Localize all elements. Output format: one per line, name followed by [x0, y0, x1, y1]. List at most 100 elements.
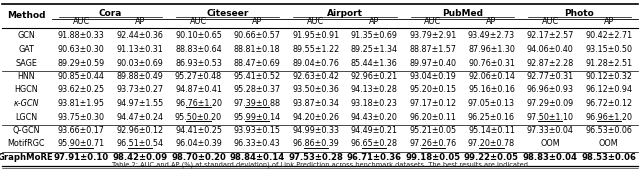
Text: AP: AP — [486, 18, 497, 27]
Text: AUC: AUC — [541, 18, 559, 27]
Text: 90.10±0.65: 90.10±0.65 — [175, 32, 222, 41]
Text: 92.96±0.21: 92.96±0.21 — [351, 72, 398, 81]
Text: 94.87±0.41: 94.87±0.41 — [175, 85, 222, 95]
Text: κ-GCN: κ-GCN — [13, 99, 39, 108]
Text: 94.97±1.55: 94.97±1.55 — [116, 99, 164, 108]
Text: 93.62±0.25: 93.62±0.25 — [58, 85, 105, 95]
Text: 92.87±2.28: 92.87±2.28 — [527, 59, 573, 67]
Text: 90.63±0.30: 90.63±0.30 — [58, 45, 105, 54]
Text: Airport: Airport — [327, 8, 363, 18]
Text: HGCN: HGCN — [14, 85, 38, 95]
Text: 90.85±0.44: 90.85±0.44 — [58, 72, 105, 81]
Text: OOM: OOM — [540, 139, 560, 149]
Text: HNN: HNN — [17, 72, 35, 81]
Text: 92.17±2.57: 92.17±2.57 — [527, 32, 574, 41]
Text: 96.51±0.54: 96.51±0.54 — [116, 139, 163, 149]
Text: AP: AP — [369, 18, 380, 27]
Text: 97.29±0.09: 97.29±0.09 — [527, 99, 573, 108]
Text: 97.91±0.10: 97.91±0.10 — [54, 153, 109, 162]
Text: 86.93±0.53: 86.93±0.53 — [175, 59, 222, 67]
Text: 92.44±0.36: 92.44±0.36 — [116, 32, 163, 41]
Text: 96.96±1.20: 96.96±1.20 — [585, 113, 632, 121]
Text: 96.53±0.06: 96.53±0.06 — [585, 126, 632, 135]
Text: Cora: Cora — [99, 8, 122, 18]
Text: 90.03±0.69: 90.03±0.69 — [116, 59, 163, 67]
Text: Citeseer: Citeseer — [207, 8, 249, 18]
Text: PubMed: PubMed — [442, 8, 483, 18]
Text: Method: Method — [7, 10, 45, 19]
Text: 98.42±0.09: 98.42±0.09 — [113, 153, 168, 162]
Text: 92.06±0.14: 92.06±0.14 — [468, 72, 515, 81]
Text: 91.35±0.69: 91.35±0.69 — [351, 32, 398, 41]
Text: 96.04±0.39: 96.04±0.39 — [175, 139, 222, 149]
Text: 91.28±2.51: 91.28±2.51 — [585, 59, 632, 67]
Text: AUC: AUC — [307, 18, 324, 27]
Text: GAT: GAT — [18, 45, 34, 54]
Text: 93.73±0.27: 93.73±0.27 — [116, 85, 163, 95]
Text: 94.41±0.25: 94.41±0.25 — [175, 126, 222, 135]
Text: 95.50±0.20: 95.50±0.20 — [175, 113, 222, 121]
Text: 95.16±0.16: 95.16±0.16 — [468, 85, 515, 95]
Text: 98.53±0.06: 98.53±0.06 — [581, 153, 636, 162]
Text: 96.33±0.43: 96.33±0.43 — [234, 139, 280, 149]
Text: 92.63±0.42: 92.63±0.42 — [292, 72, 339, 81]
Text: 96.86±0.39: 96.86±0.39 — [292, 139, 339, 149]
Text: 89.97±0.40: 89.97±0.40 — [410, 59, 456, 67]
Text: 88.87±1.57: 88.87±1.57 — [410, 45, 456, 54]
Text: 90.12±0.32: 90.12±0.32 — [585, 72, 632, 81]
Text: 99.18±0.05: 99.18±0.05 — [405, 153, 460, 162]
Text: 95.21±0.05: 95.21±0.05 — [410, 126, 456, 135]
Text: 97.53±0.28: 97.53±0.28 — [288, 153, 343, 162]
Text: 88.81±0.18: 88.81±0.18 — [234, 45, 280, 54]
Text: 94.06±0.40: 94.06±0.40 — [527, 45, 573, 54]
Text: 85.44±1.36: 85.44±1.36 — [351, 59, 397, 67]
Text: 96.76±1.20: 96.76±1.20 — [175, 99, 222, 108]
Text: 88.83±0.64: 88.83±0.64 — [175, 45, 222, 54]
Text: 95.41±0.52: 95.41±0.52 — [234, 72, 281, 81]
Text: 95.27±0.48: 95.27±0.48 — [175, 72, 222, 81]
Text: 88.47±0.69: 88.47±0.69 — [234, 59, 280, 67]
Text: 95.14±0.11: 95.14±0.11 — [468, 126, 515, 135]
Text: SAGE: SAGE — [15, 59, 37, 67]
Text: 97.26±0.76: 97.26±0.76 — [410, 139, 456, 149]
Text: 96.72±0.12: 96.72±0.12 — [585, 99, 632, 108]
Text: 89.55±1.22: 89.55±1.22 — [292, 45, 339, 54]
Text: 93.18±0.23: 93.18±0.23 — [351, 99, 397, 108]
Text: 91.95±0.91: 91.95±0.91 — [292, 32, 339, 41]
Text: 97.17±0.12: 97.17±0.12 — [410, 99, 456, 108]
Text: 89.29±0.59: 89.29±0.59 — [58, 59, 105, 67]
Text: AP: AP — [135, 18, 145, 27]
Text: 95.20±0.15: 95.20±0.15 — [410, 85, 456, 95]
Text: 97.33±0.04: 97.33±0.04 — [527, 126, 573, 135]
Text: 94.99±0.33: 94.99±0.33 — [292, 126, 339, 135]
Text: 96.12±0.94: 96.12±0.94 — [585, 85, 632, 95]
Text: OOM: OOM — [599, 139, 618, 149]
Text: 91.88±0.33: 91.88±0.33 — [58, 32, 105, 41]
Text: 96.71±0.36: 96.71±0.36 — [347, 153, 402, 162]
Text: AUC: AUC — [190, 18, 207, 27]
Text: 95.99±0.14: 95.99±0.14 — [234, 113, 281, 121]
Text: 93.49±2.73: 93.49±2.73 — [468, 32, 515, 41]
Text: 87.96±1.30: 87.96±1.30 — [468, 45, 515, 54]
Text: Table 2: AUC and AP (%) at standard deviation) of Link Prediction across benchma: Table 2: AUC and AP (%) at standard devi… — [112, 162, 528, 168]
Text: AUC: AUC — [424, 18, 442, 27]
Text: 94.43±0.20: 94.43±0.20 — [351, 113, 397, 121]
Text: 93.04±0.19: 93.04±0.19 — [410, 72, 456, 81]
Text: 96.96±0.93: 96.96±0.93 — [527, 85, 573, 95]
Text: 96.25±0.16: 96.25±0.16 — [468, 113, 515, 121]
Text: 97.20±0.78: 97.20±0.78 — [468, 139, 515, 149]
Text: 96.65±0.28: 96.65±0.28 — [351, 139, 398, 149]
Text: 98.70±0.20: 98.70±0.20 — [171, 153, 226, 162]
Text: 97.39±0.88: 97.39±0.88 — [234, 99, 280, 108]
Text: 93.93±0.15: 93.93±0.15 — [234, 126, 280, 135]
Text: GraphMoRE: GraphMoRE — [0, 153, 54, 162]
Text: 89.88±0.49: 89.88±0.49 — [116, 72, 163, 81]
Text: 92.96±0.12: 92.96±0.12 — [116, 126, 163, 135]
Text: 91.13±0.31: 91.13±0.31 — [116, 45, 163, 54]
Text: AP: AP — [252, 18, 262, 27]
Text: 95.28±0.37: 95.28±0.37 — [234, 85, 281, 95]
Text: 96.20±0.11: 96.20±0.11 — [410, 113, 456, 121]
Text: 98.84±0.14: 98.84±0.14 — [230, 153, 285, 162]
Text: 89.25±1.34: 89.25±1.34 — [351, 45, 398, 54]
Text: MotifRGC: MotifRGC — [7, 139, 45, 149]
